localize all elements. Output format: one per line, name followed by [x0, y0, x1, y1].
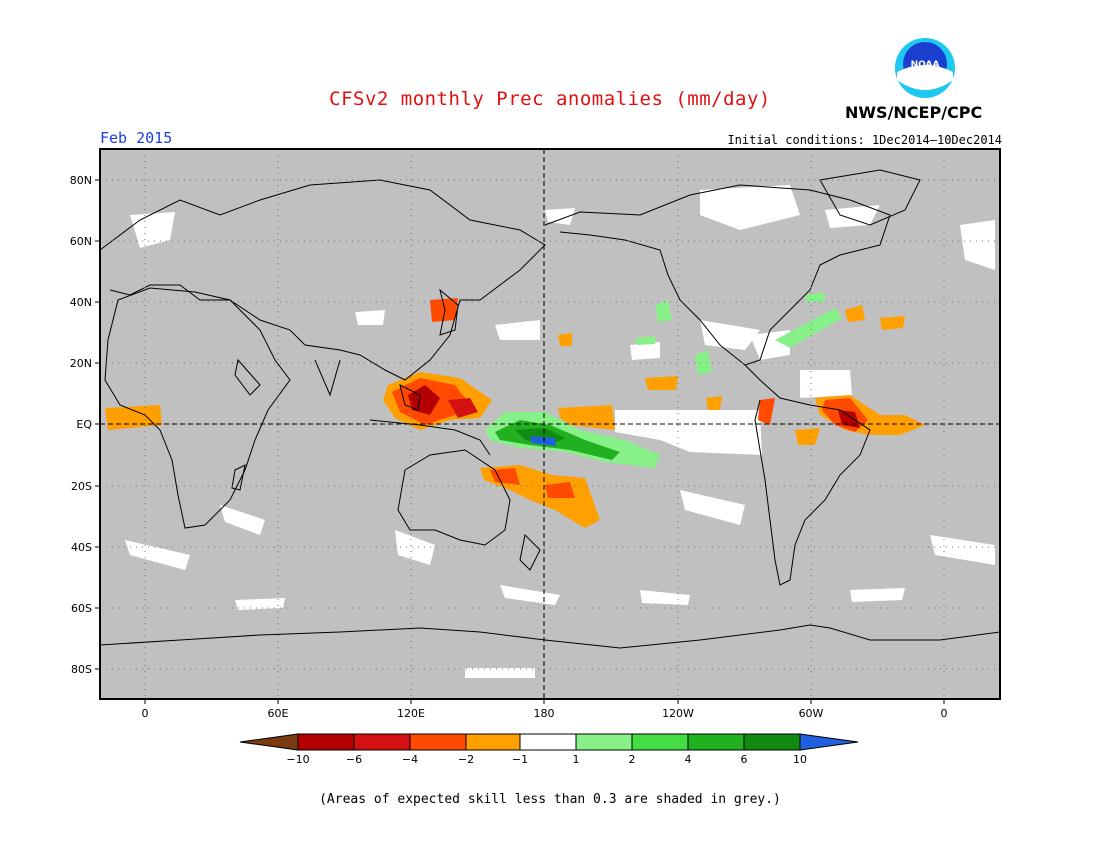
lon-label: 120E [397, 707, 425, 720]
colorbar-swatch [465, 733, 521, 751]
colorbar-swatch [743, 733, 801, 751]
lat-label: 40S [71, 541, 92, 554]
colorbar-label: 2 [629, 753, 636, 766]
colorbar-legend: −10 −6 −4 −2 −1 1 2 4 6 10 [239, 733, 859, 766]
colorbar-swatch [799, 733, 859, 751]
lat-label: 80N [70, 174, 92, 187]
lat-label: 20S [71, 480, 92, 493]
colorbar-label: −2 [458, 753, 474, 766]
equator-dateline [100, 149, 1000, 699]
colorbar-label: −4 [402, 753, 418, 766]
positive-anomaly-areas [485, 292, 842, 468]
lon-label: 0 [941, 707, 948, 720]
colorbar-label: 6 [741, 753, 748, 766]
organization-label: NWS/NCEP/CPC [845, 103, 983, 122]
colorbar-swatch [409, 733, 467, 751]
colorbar-label: 4 [685, 753, 692, 766]
graticule [100, 149, 1000, 699]
colorbar-swatch [239, 733, 299, 751]
lon-label: 120W [662, 707, 694, 720]
lat-label: 80S [71, 663, 92, 676]
colorbar-swatch [297, 733, 355, 751]
chart-title: CFSv2 monthly Prec anomalies (mm/day) [329, 88, 771, 110]
forecast-month: Feb 2015 [100, 129, 173, 147]
near-zero-anomaly-areas [125, 185, 995, 678]
lat-label: 40N [70, 296, 92, 309]
colorbar-swatch [353, 733, 411, 751]
lon-label: 60W [799, 707, 824, 720]
lon-label: 0 [142, 707, 149, 720]
colorbar-swatch [631, 733, 689, 751]
lon-label: 60E [268, 707, 289, 720]
colorbar-label: 10 [793, 753, 807, 766]
colorbar-label: −10 [286, 753, 309, 766]
noaa-logo: NOAA [895, 38, 955, 98]
skill-footnote: (Areas of expected skill less than 0.3 a… [319, 792, 781, 807]
axis-ticks [95, 179, 945, 704]
lat-label: 60S [71, 602, 92, 615]
colorbar-label: 1 [573, 753, 580, 766]
lat-label: 60N [70, 235, 92, 248]
noaa-logo-text: NOAA [911, 60, 940, 70]
colorbar-swatch [687, 733, 745, 751]
colorbar-label: −1 [512, 753, 528, 766]
latitude-labels: 80N 60N 40N 20N EQ 20S 40S 60S 80S [70, 174, 93, 676]
coastlines [100, 169, 1000, 649]
lon-label: 180 [534, 707, 555, 720]
colorbar-swatch [575, 733, 633, 751]
longitude-labels: 0 60E 120E 180 120W 60W 0 [142, 707, 948, 720]
initial-conditions: Initial conditions: 1Dec2014—10Dec2014 [727, 133, 1002, 147]
lat-label: EQ [76, 418, 92, 431]
colorbar-label: −6 [346, 753, 362, 766]
colorbar-swatch [519, 733, 577, 751]
lat-label: 20N [70, 357, 92, 370]
